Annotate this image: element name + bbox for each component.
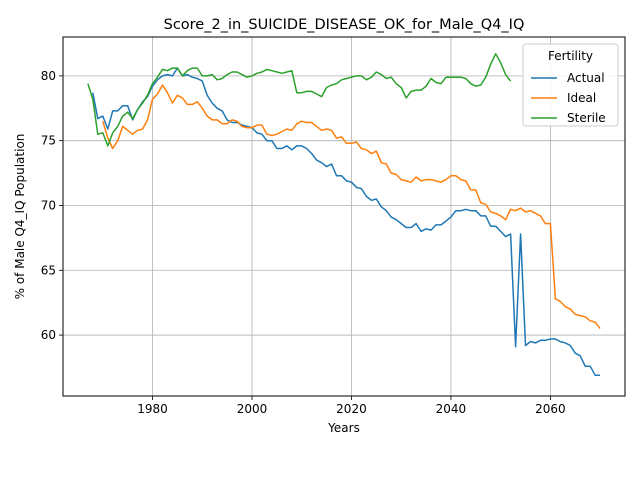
legend: Fertility Actual Ideal Sterile [522, 43, 619, 127]
y-tick-label: 65 [41, 263, 56, 277]
x-axis-label: Years [327, 421, 360, 435]
y-tick-label: 70 [41, 198, 56, 212]
x-tick-label: 2060 [535, 402, 566, 416]
y-tick-label: 75 [41, 134, 56, 148]
x-tick-label: 2040 [436, 402, 467, 416]
x-tick-label: 1980 [137, 402, 168, 416]
x-tick-label: 2020 [336, 402, 367, 416]
legend-label-ideal: Ideal [567, 91, 596, 105]
x-tick-label: 2000 [237, 402, 268, 416]
series-line-ideal [102, 84, 601, 330]
legend-title: Fertility [548, 49, 593, 63]
y-tick-label: 80 [41, 69, 56, 83]
legend-label-sterile: Sterile [567, 111, 606, 125]
plot-frame [62, 36, 626, 397]
series-lines [87, 53, 601, 377]
axis-ticks: 1980 2000 2020 2040 2060 60 65 70 75 80 [41, 69, 566, 416]
chart-title: Score_2_in_SUICIDE_DISEASE_OK_for_Male_Q… [164, 17, 525, 33]
y-axis-label: % of Male Q4_IQ Population [13, 134, 27, 300]
legend-box [522, 43, 619, 127]
y-tick-label: 60 [41, 328, 56, 342]
legend-label-actual: Actual [567, 71, 605, 85]
series-line-sterile [87, 53, 512, 147]
legend-items: Actual Ideal Sterile [531, 71, 606, 125]
